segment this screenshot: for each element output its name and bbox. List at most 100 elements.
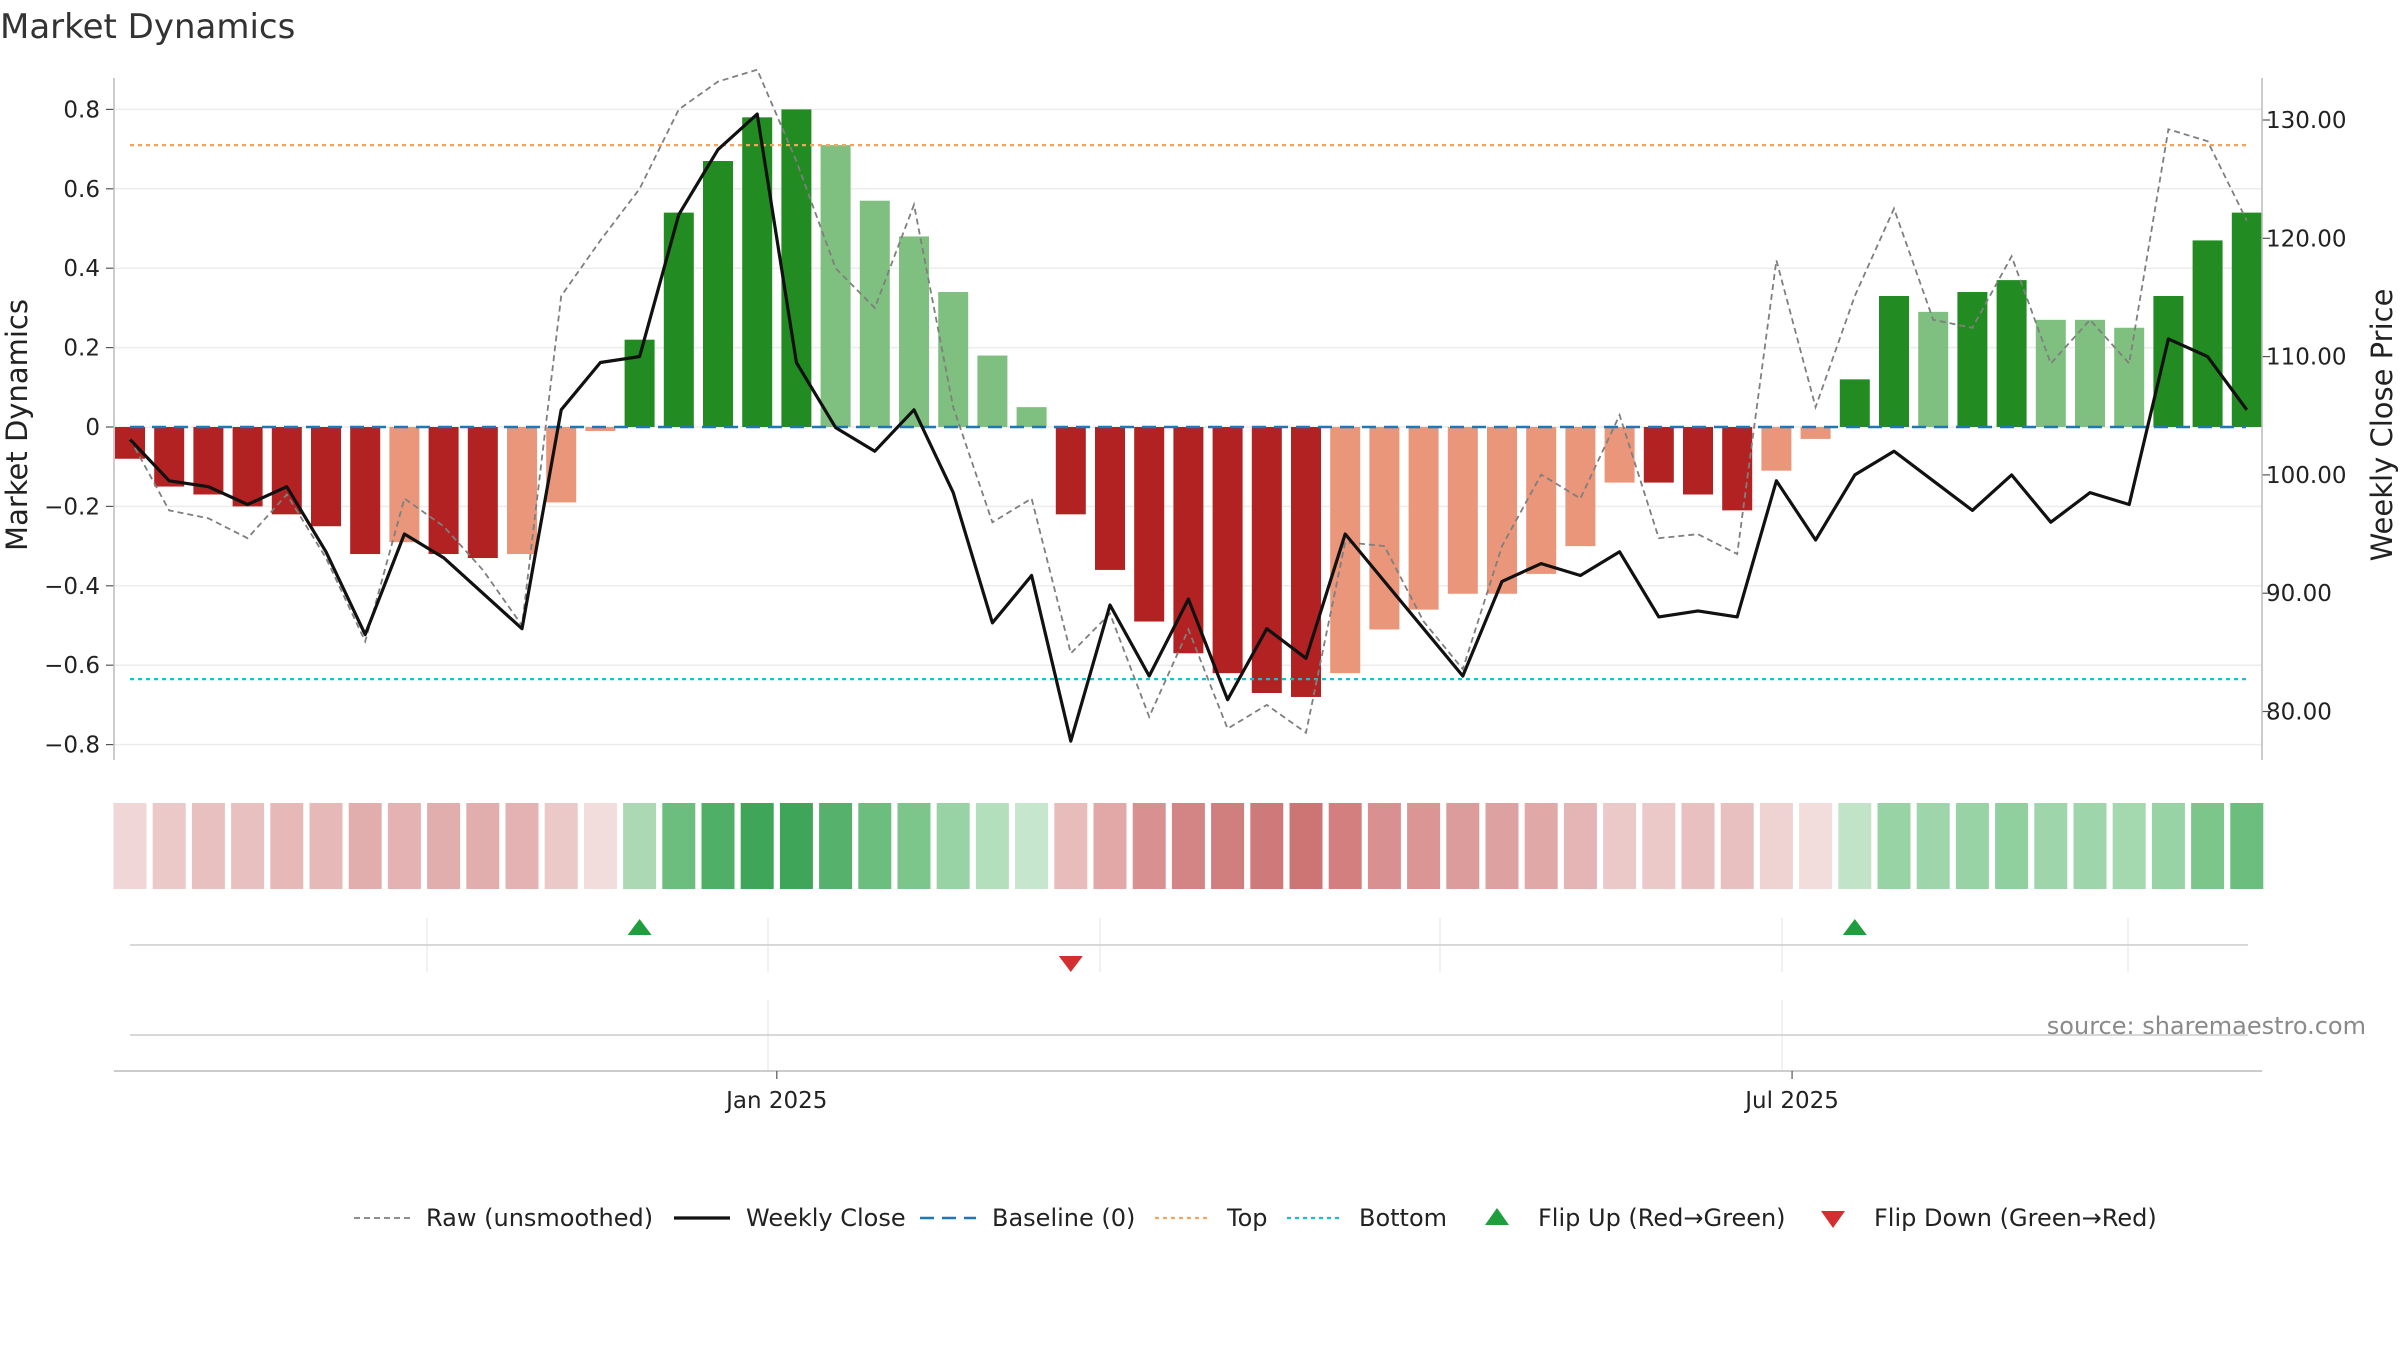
legend-item-weekly-close: Weekly Close: [674, 1204, 906, 1232]
legend-label: Top: [1226, 1204, 1268, 1232]
dynamics-bar: [585, 427, 616, 431]
heat-strip-cell: [897, 803, 931, 889]
heat-strip-cell: [1877, 803, 1911, 889]
dynamics-bar: [1800, 427, 1831, 439]
heat-strip-cell: [1328, 803, 1362, 889]
right-tick-label: 120.00: [2266, 226, 2346, 252]
heat-strip-cell: [348, 803, 382, 889]
legend-label: Flip Down (Green→Red): [1874, 1204, 2157, 1232]
legend-item-baseline: Baseline (0): [920, 1204, 1135, 1232]
heat-strip-cell: [309, 803, 343, 889]
heat-strip-cell: [740, 803, 774, 889]
dynamics-bar: [1604, 427, 1635, 483]
right-tick-label: 110.00: [2266, 345, 2346, 371]
dynamics-bar: [1369, 427, 1400, 630]
heat-strip-cell: [779, 803, 813, 889]
heat-strip-cell: [1995, 803, 2029, 889]
flip-up-marker: [627, 919, 652, 935]
time-tick-label: Jan 2025: [724, 1088, 827, 1114]
dynamics-bar: [2075, 319, 2105, 427]
heat-strip-cell: [544, 803, 578, 889]
heat-strip-cell: [1799, 803, 1833, 889]
dynamics-bar: [977, 355, 1008, 427]
chart-title: Market Dynamics: [0, 7, 295, 47]
left-tick-label: 0: [85, 415, 100, 441]
heat-strip-cell: [1250, 803, 1284, 889]
heat-strip-cell: [1955, 803, 1989, 889]
axes: 0.8 0.6 0.4 0.2 0 −0.2 −0.4 −0.6 −0.8 130.00 120.0…: [44, 78, 2346, 760]
heat-strip-cell: [2034, 803, 2068, 889]
flip-up-marker: [1842, 919, 1867, 935]
dynamics-bar: [859, 200, 890, 427]
legend-label: Bottom: [1359, 1204, 1447, 1232]
heat-strip-cell: [1446, 803, 1480, 889]
heat-strip-cell: [1132, 803, 1166, 889]
dynamics-bar: [1251, 427, 1282, 693]
heat-strip-cell: [1407, 803, 1441, 889]
legend-label: Baseline (0): [992, 1204, 1135, 1232]
left-tick-label: 0.4: [63, 256, 100, 282]
right-tick-label: 90.00: [2266, 581, 2332, 607]
heat-strip-cell: [858, 803, 892, 889]
heat-strip-cell: [1171, 803, 1205, 889]
heat-strip-cell: [113, 803, 147, 889]
dynamics-bar: [311, 427, 341, 527]
left-tick-label: −0.8: [44, 733, 100, 759]
dynamics-bar: [350, 427, 381, 555]
heat-strip-cell: [1838, 803, 1872, 889]
dynamics-bar: [389, 427, 420, 543]
right-tick-label: 80.00: [2266, 700, 2332, 726]
dynamics-bar: [271, 427, 302, 515]
legend-swatch: [1485, 1208, 1509, 1225]
weekly-close-line: [128, 112, 2249, 743]
dynamics-bar: [820, 145, 851, 427]
heat-strip-cell: [2073, 803, 2107, 889]
dynamics-bar: [154, 427, 185, 487]
dynamics-bar: [2192, 240, 2223, 427]
legend-label: Raw (unsmoothed): [426, 1204, 653, 1232]
left-tick-label: −0.6: [44, 653, 100, 679]
heat-strip-cell: [975, 803, 1009, 889]
legend-item-bottom: Bottom: [1287, 1204, 1447, 1232]
heat-strip: [113, 803, 2264, 889]
dynamics-bar: [232, 427, 263, 507]
dynamics-bar: [428, 427, 459, 555]
dynamics-bar: [1683, 427, 1713, 495]
heat-strip-cell: [701, 803, 735, 889]
heat-strip-cell: [1485, 803, 1519, 889]
heat-strip-cell: [1054, 803, 1088, 889]
dynamics-bar: [467, 427, 498, 559]
dynamics-bar: [781, 109, 812, 428]
heat-strip-cell: [1524, 803, 1558, 889]
dynamics-bar: [1565, 427, 1596, 547]
heat-strip-cell: [387, 803, 421, 889]
dynamics-bar: [1996, 280, 2027, 427]
flip-down-marker: [1058, 956, 1083, 972]
left-tick-label: 0.2: [63, 336, 100, 362]
dynamics-bar: [742, 117, 773, 427]
dynamics-bar: [899, 236, 929, 427]
legend-item-flip-up: Flip Up (Red→Green): [1485, 1204, 1786, 1232]
heat-strip-cell: [152, 803, 186, 889]
heat-strip-cell: [583, 803, 617, 889]
dynamics-bar: [1957, 292, 1988, 427]
dynamics-bar: [1134, 427, 1165, 622]
dynamics-bar: [2035, 319, 2066, 427]
time-tick-label: Jul 2025: [1743, 1088, 1839, 1114]
legend-swatch: [1821, 1211, 1845, 1228]
heat-strip-cell: [2151, 803, 2185, 889]
heat-strip-cell: [1642, 803, 1676, 889]
legend-item-raw: Raw (unsmoothed): [354, 1204, 653, 1232]
heat-strip-cell: [1720, 803, 1754, 889]
dynamics-bar: [1722, 427, 1753, 511]
dynamics-bar: [115, 427, 145, 459]
reference-lines: [130, 144, 2246, 681]
dynamics-bar: [663, 212, 694, 427]
left-tick-label: −0.2: [44, 494, 100, 520]
y-axis-label-right: Weekly Close Price: [2365, 289, 2399, 562]
dynamics-bar: [1761, 427, 1792, 471]
heat-strip-cell: [1211, 803, 1245, 889]
dynamics-bar: [1526, 427, 1557, 574]
dynamics-bar: [2153, 295, 2184, 427]
heat-strip-cell: [819, 803, 853, 889]
